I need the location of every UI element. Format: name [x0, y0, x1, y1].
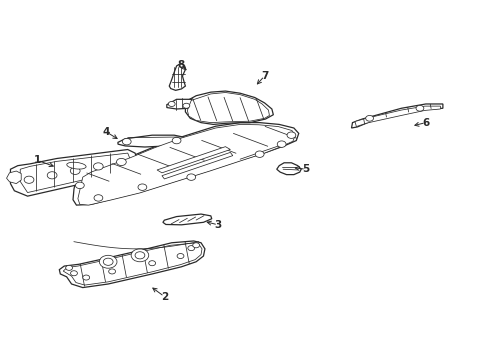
Polygon shape	[162, 152, 233, 179]
Text: 7: 7	[261, 71, 268, 81]
Circle shape	[94, 163, 103, 170]
Polygon shape	[169, 63, 185, 90]
Text: 4: 4	[102, 127, 109, 136]
Polygon shape	[6, 171, 21, 184]
Polygon shape	[10, 149, 138, 196]
Circle shape	[103, 258, 113, 265]
Circle shape	[193, 243, 199, 248]
Text: 2: 2	[161, 292, 168, 302]
Text: 8: 8	[178, 60, 185, 70]
Polygon shape	[351, 104, 443, 128]
Text: 6: 6	[422, 118, 429, 128]
Circle shape	[188, 246, 195, 251]
Polygon shape	[157, 147, 230, 173]
Polygon shape	[73, 123, 299, 205]
Circle shape	[24, 176, 34, 183]
Circle shape	[75, 182, 84, 189]
Circle shape	[277, 141, 286, 147]
Circle shape	[109, 269, 116, 274]
Circle shape	[416, 105, 424, 111]
Circle shape	[47, 172, 57, 179]
Circle shape	[168, 102, 175, 107]
Circle shape	[149, 261, 156, 266]
Polygon shape	[185, 91, 273, 125]
Polygon shape	[78, 125, 295, 205]
Circle shape	[255, 151, 264, 157]
Ellipse shape	[67, 162, 86, 169]
Circle shape	[366, 116, 373, 121]
Text: 5: 5	[302, 164, 310, 174]
Polygon shape	[167, 99, 194, 109]
Polygon shape	[59, 241, 205, 288]
Circle shape	[172, 137, 181, 144]
Circle shape	[187, 174, 196, 180]
Polygon shape	[355, 106, 441, 127]
Polygon shape	[277, 163, 301, 175]
Circle shape	[71, 271, 77, 276]
Polygon shape	[20, 153, 130, 193]
Text: 3: 3	[215, 220, 222, 230]
Circle shape	[71, 167, 80, 175]
Circle shape	[99, 255, 117, 268]
Text: 1: 1	[34, 155, 41, 165]
Circle shape	[183, 103, 190, 108]
Circle shape	[131, 249, 149, 262]
Circle shape	[287, 132, 296, 138]
Circle shape	[117, 158, 126, 166]
Circle shape	[66, 265, 73, 270]
Polygon shape	[187, 93, 270, 123]
Circle shape	[83, 275, 90, 280]
Circle shape	[177, 253, 184, 258]
Circle shape	[122, 138, 131, 145]
Polygon shape	[63, 243, 202, 285]
Circle shape	[94, 195, 103, 201]
Circle shape	[135, 252, 145, 259]
Polygon shape	[118, 135, 191, 147]
Circle shape	[138, 184, 147, 190]
Polygon shape	[163, 214, 212, 225]
